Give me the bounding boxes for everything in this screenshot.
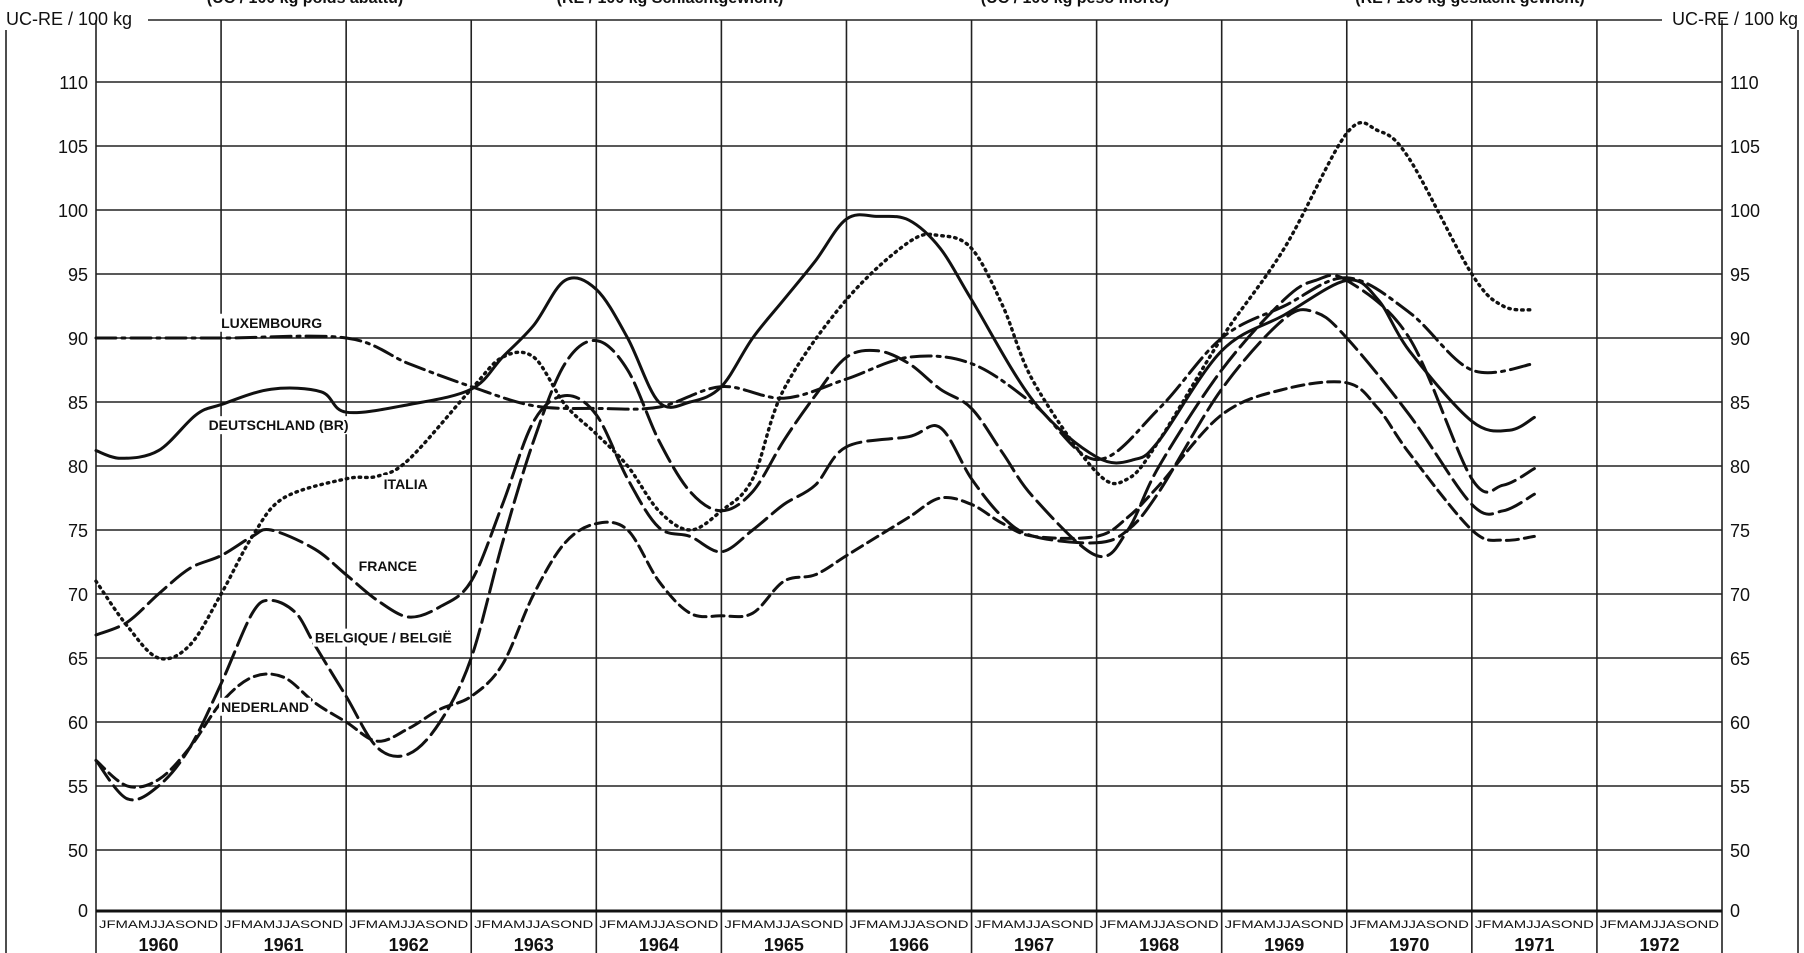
year-label: 1965 [764,935,804,953]
y-tick-label-right: 85 [1730,393,1750,413]
zero-label-left: 0 [78,901,88,921]
y-tick-label-right: 80 [1730,457,1750,477]
y-tick-label-right: 90 [1730,329,1750,349]
month-letters: JFMAMJJASOND [224,919,343,931]
right-unit-label: UC-RE / 100 kg [1672,9,1798,29]
month-letters: JFMAMJJASOND [1350,919,1469,931]
y-tick-label-left: 75 [68,521,88,541]
series-label: BELGIQUE / BELGIË [315,630,452,646]
y-tick-label-left: 95 [68,265,88,285]
month-letters: JFMAMJJASOND [599,919,718,931]
series-label: ITALIA [384,476,428,492]
series-label: NEDERLAND [221,699,309,715]
y-tick-label-right: 110 [1730,73,1759,93]
y-tick-label-left: 55 [68,777,88,797]
y-tick-label-right: 70 [1730,585,1750,605]
series-label: LUXEMBOURG [221,315,322,331]
top-caption: (RE / 100 kg Schlachtgewicht) [557,0,784,7]
series-lines [96,123,1534,800]
month-letters: JFMAMJJASOND [99,919,218,931]
y-tick-label-left: 105 [58,137,88,157]
y-tick-label-left: 90 [68,329,88,349]
year-label: 1971 [1514,935,1554,953]
axes [6,20,1798,953]
year-label: 1962 [389,935,429,953]
y-tick-label-left: 110 [59,73,88,93]
year-label: 1970 [1389,935,1429,953]
y-tick-label-right: 105 [1730,137,1760,157]
year-label: 1963 [514,935,554,953]
y-tick-label-left: 70 [68,585,88,605]
series-line-nederland [96,382,1534,788]
series-labels: LUXEMBOURG DEUTSCHLAND (BR) ITALIA FRANCE BE… [207,314,454,716]
y-tick-label-left: 65 [68,649,88,669]
y-tick-label-left: 80 [68,457,88,477]
year-label: 1968 [1139,935,1179,953]
year-label: 1961 [264,935,304,953]
series-label: FRANCE [359,558,417,574]
month-letters: JFMAMJJASOND [975,919,1094,931]
top-caption: (RE / 100 kg geslacht gewicht) [1355,0,1584,7]
y-tick-label-right: 95 [1730,265,1750,285]
month-letters: JFMAMJJASOND [1475,919,1594,931]
year-label: 1960 [139,935,179,953]
top-caption: (UC / 100 kg peso morto) [981,0,1169,7]
y-tick-label-left: 100 [58,201,88,221]
y-tick-label-right: 75 [1730,521,1750,541]
year-label: 1964 [639,935,679,953]
y-tick-label-left: 85 [68,393,88,413]
series-line-france [96,310,1534,635]
y-tick-label-right: 65 [1730,649,1750,669]
year-label: 1967 [1014,935,1054,953]
top-caption: (UC / 100 kg poids abattu) [207,0,403,7]
year-label: 1972 [1639,935,1679,953]
y-tick-label-right: 100 [1730,201,1760,221]
left-unit-label: UC-RE / 100 kg [6,9,132,29]
y-tick-label-right: 55 [1730,777,1750,797]
year-label: 1969 [1264,935,1304,953]
month-letters: JFMAMJJASOND [474,919,593,931]
y-tick-label-right: 50 [1730,841,1750,861]
month-letters: JFMAMJJASOND [1225,919,1344,931]
month-letters: JFMAMJJASOND [349,919,468,931]
y-tick-label-right: 60 [1730,713,1750,733]
month-letters: JFMAMJJASOND [724,919,843,931]
month-letters: JFMAMJJASOND [1100,919,1219,931]
year-label: 1966 [889,935,929,953]
axis-text: 50 50 55 55 60 60 65 65 70 70 75 75 80 80 85 85 90 90 95 95… [6,0,1798,953]
series-label: DEUTSCHLAND (BR) [209,417,349,433]
month-letters: JFMAMJJASOND [1600,919,1719,931]
y-tick-label-left: 60 [68,713,88,733]
y-tick-label-left: 50 [68,841,88,861]
month-letters: JFMAMJJASOND [849,919,968,931]
zero-label-right: 0 [1730,901,1740,921]
